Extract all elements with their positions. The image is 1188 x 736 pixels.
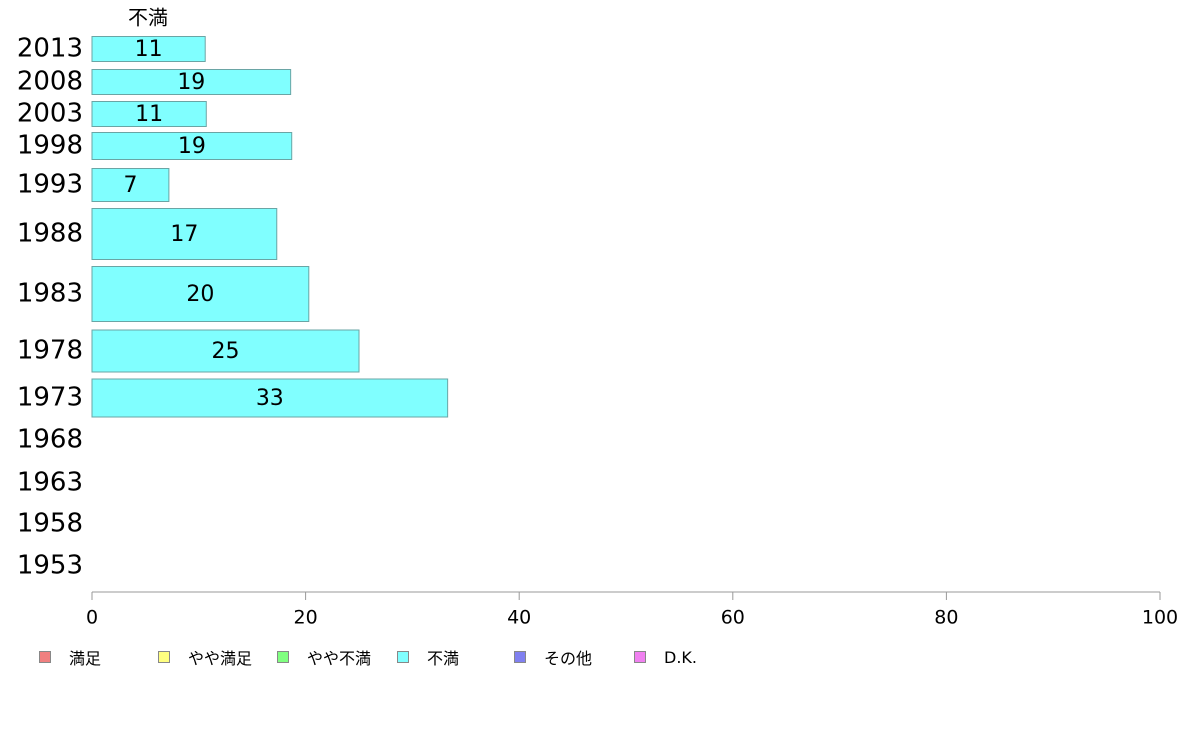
legend-label: 不満 (427, 649, 460, 668)
category-label: 2003 (17, 99, 83, 129)
category-label: 1958 (17, 509, 83, 539)
category-label: 2008 (17, 67, 83, 97)
bar (91, 378, 449, 418)
x-tick-label: 20 (294, 607, 318, 629)
bar-value-label: 17 (170, 222, 198, 247)
bar (91, 101, 207, 127)
category-label: 1978 (17, 336, 83, 366)
legend-label: D.K. (664, 647, 697, 667)
x-tick-label: 80 (934, 607, 958, 629)
bar (91, 168, 170, 202)
bar-value-label: 33 (256, 386, 284, 411)
legend-swatch (514, 651, 526, 663)
bar (91, 266, 310, 322)
x-tick-label: 40 (507, 607, 531, 629)
legend-swatch (397, 651, 409, 663)
bar (91, 132, 293, 160)
x-tick-label: 0 (86, 607, 98, 629)
category-label: 1983 (17, 279, 83, 309)
legend-swatch (277, 651, 289, 663)
bar (91, 36, 206, 62)
legend-swatch (634, 651, 646, 663)
category-label: 1993 (17, 170, 83, 200)
legend-item: D.K. (634, 646, 697, 668)
category-label: 1988 (17, 219, 83, 249)
legend-swatch (39, 651, 51, 663)
bar-value-label: 7 (123, 173, 137, 198)
category-label: 2013 (17, 34, 83, 64)
legend-label: 満足 (69, 649, 102, 668)
bar-value-label: 20 (186, 282, 214, 307)
legend-label: その他 (544, 649, 593, 668)
bar (91, 69, 292, 95)
legend-item: やや不満 (277, 646, 371, 668)
bar (91, 329, 360, 373)
bar (91, 208, 278, 260)
bar-value-label: 25 (212, 339, 240, 364)
x-tick-label: 60 (721, 607, 745, 629)
legend-item: 満足 (39, 646, 101, 668)
legend-label: やや満足 (188, 649, 253, 668)
category-label: 1968 (17, 425, 83, 455)
legend-item: その他 (514, 646, 592, 668)
legend-item: やや満足 (158, 646, 252, 668)
category-label: 1998 (17, 131, 83, 161)
legend-swatch (158, 651, 170, 663)
category-label: 1963 (17, 468, 83, 498)
bar-value-label: 19 (177, 70, 205, 95)
category-label: 1973 (17, 383, 83, 413)
x-tick-label: 100 (1142, 607, 1178, 629)
legend-label: やや不満 (307, 649, 372, 668)
bar-value-label: 11 (135, 37, 163, 62)
legend: 満足 やや満足 やや不満 不満 その他 D.K. (39, 646, 1139, 668)
legend-item: 不満 (397, 646, 459, 668)
category-label: 1953 (17, 551, 83, 581)
bar-value-label: 19 (178, 134, 206, 159)
series-top-label: 不満 (128, 6, 168, 30)
bar-value-label: 11 (135, 102, 163, 127)
